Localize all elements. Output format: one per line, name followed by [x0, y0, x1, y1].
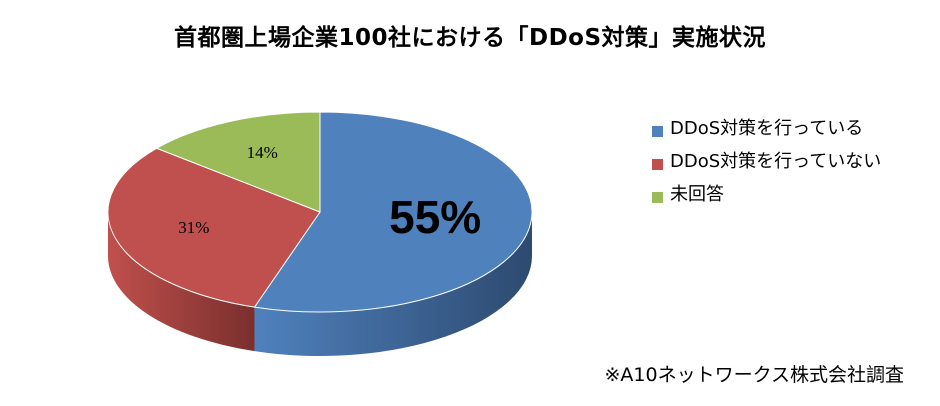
legend: DDoS対策を行っている DDoS対策を行っていない 未回答 [652, 118, 892, 219]
legend-label-implemented: DDoS対策を行っている [670, 118, 864, 139]
legend-swatch-no-answer [652, 192, 663, 203]
legend-label-not-implemented: DDoS対策を行っていない [670, 151, 882, 172]
slice-not-implemented [107, 147, 321, 308]
legend-item-no-answer: 未回答 [652, 184, 892, 213]
legend-swatch-not-implemented [652, 159, 663, 170]
legend-label-no-answer: 未回答 [670, 184, 724, 205]
slice-no-answer [155, 111, 321, 213]
data-label-implemented: 55% [389, 191, 481, 243]
source-footnote: ※A10ネットワークス株式会社調査 [604, 364, 904, 386]
legend-swatch-implemented [652, 126, 663, 137]
chart-title: 首都圏上場企業100社における「DDoS対策」実施状況 [173, 25, 767, 51]
slice-side-not-implemented [108, 212, 255, 352]
data-label-no-answer: 14% [247, 143, 278, 162]
data-label-not-implemented: 31% [178, 218, 209, 237]
legend-item-not-implemented: DDoS対策を行っていない [652, 151, 892, 180]
pie-chart: 55% 31% 14% [107, 111, 533, 356]
pie-svg: 55% 31% 14% [107, 111, 533, 356]
legend-item-implemented: DDoS対策を行っている [652, 118, 892, 147]
slice-side-implemented [254, 212, 532, 356]
slice-implemented [253, 111, 533, 313]
